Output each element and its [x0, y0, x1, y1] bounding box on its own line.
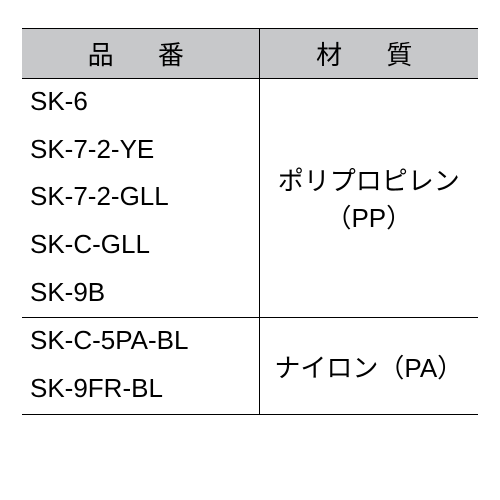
- part-number-cell: SK-9B: [22, 270, 259, 318]
- table-row: SK-6 ポリプロピレン（PP）: [22, 79, 478, 127]
- table-header-row: 品 番 材 質: [22, 29, 478, 79]
- part-number-cell: SK-7-2-GLL: [22, 174, 259, 222]
- part-number-cell: SK-6: [22, 79, 259, 127]
- table-row: SK-C-5PA-BL ナイロン（PA）: [22, 318, 478, 366]
- part-number-cell: SK-9FR-BL: [22, 366, 259, 414]
- part-number-cell: SK-C-5PA-BL: [22, 318, 259, 366]
- part-number-cell: SK-C-GLL: [22, 222, 259, 270]
- part-number-cell: SK-7-2-YE: [22, 127, 259, 175]
- material-cell: ナイロン（PA）: [259, 318, 478, 414]
- table-body: SK-6 ポリプロピレン（PP） SK-7-2-YE SK-7-2-GLL SK…: [22, 79, 478, 415]
- material-cell: ポリプロピレン（PP）: [259, 79, 478, 318]
- col-header-part-number: 品 番: [22, 29, 259, 79]
- materials-table: 品 番 材 質 SK-6 ポリプロピレン（PP） SK-7-2-YE SK-7-…: [22, 28, 478, 415]
- col-header-material: 材 質: [259, 29, 478, 79]
